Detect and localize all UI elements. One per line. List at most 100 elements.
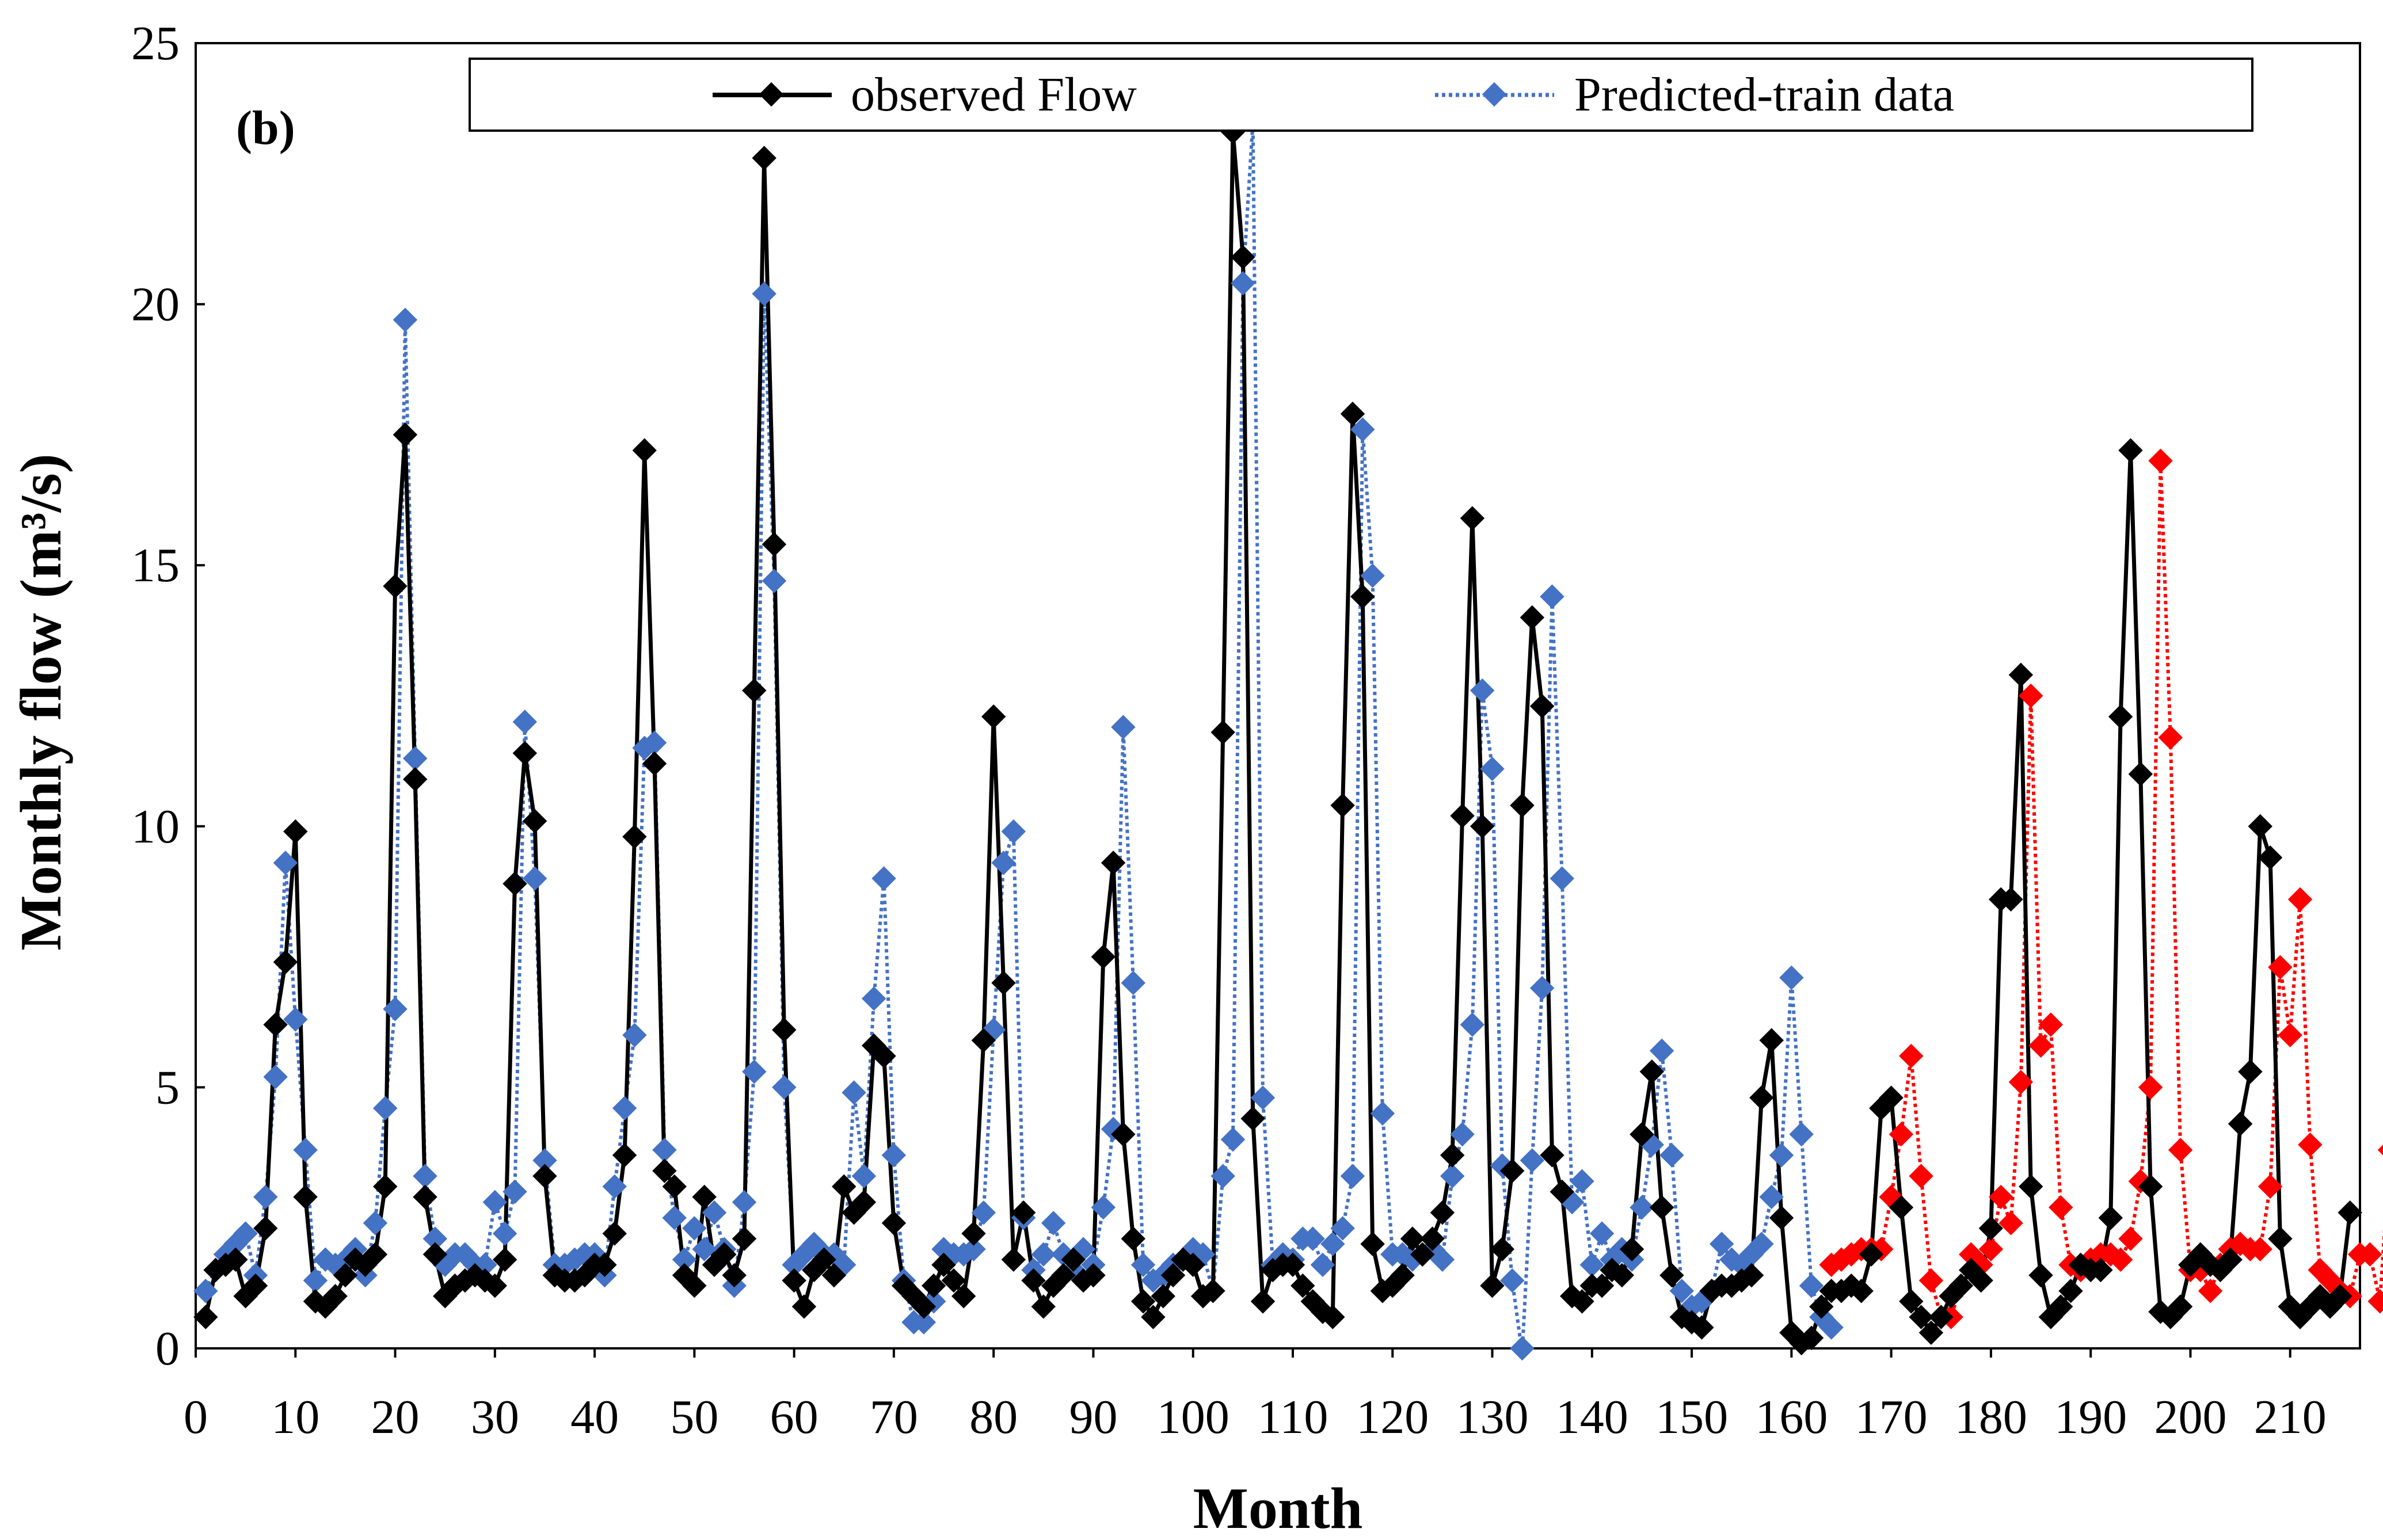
observed-point [1240,1106,1265,1131]
observed-point [1759,1028,1784,1053]
predicted-train-point [1310,1252,1335,1278]
x-tick-label: 200 [2154,1390,2226,1444]
predicted-train-point [991,851,1016,875]
observed-point [1899,1289,1924,1314]
observed-point [991,970,1016,996]
observed-point [1051,1263,1076,1288]
plot-area [195,42,2361,1350]
observed-point [1550,1179,1575,1204]
observed-point [1500,1158,1525,1183]
observed-point [293,1184,318,1210]
observed-point [2138,1174,2163,1199]
observed-point [1420,1226,1445,1251]
observed-point [2088,1257,2113,1283]
legend: observed Flow Predicted-train data [469,58,2253,132]
legend-observed-marker [759,82,784,107]
observed-point [512,741,538,766]
predicted-train-point [1450,1122,1475,1147]
observed-point [1141,1305,1166,1329]
observed-point [2098,1206,2123,1230]
observed-point [1091,944,1116,969]
observed-point [2238,1059,2263,1084]
x-tick-label: 190 [2054,1390,2127,1444]
predicted-train-point [1440,1164,1465,1188]
observed-point [871,1043,896,1069]
observed-point [612,1143,637,1168]
x-tick-label: 130 [1456,1390,1529,1444]
predicted-train-point [871,866,896,891]
x-tick-label: 170 [1855,1390,1928,1444]
legend-observed-label: observed Flow [851,68,1137,121]
y-tick-label: 20 [131,278,180,331]
predicted-train-point [1589,1221,1615,1246]
x-tick-label: 160 [1755,1390,1828,1444]
observed-point [1081,1263,1106,1288]
predicted-train-point [842,1080,866,1105]
observed-point [1101,851,1126,875]
observed-point [941,1268,966,1293]
observed-point [642,751,667,776]
observed-point [2248,814,2272,839]
predicted-train-point [1769,1143,1794,1168]
observed-point [1739,1263,1764,1288]
observed-point [403,767,428,792]
observed-point [1250,1289,1276,1314]
predicted-train-point [1210,1164,1235,1188]
observed-point [1689,1315,1714,1340]
predicted-train-point [1529,975,1555,1001]
predicted-train-point [512,710,538,734]
observed-point [492,1247,517,1272]
predicted-test-point [2108,1247,2133,1272]
observed-point [2048,1294,2073,1319]
observed-point [1001,1247,1026,1272]
observed-point [1111,1122,1136,1147]
x-tick-label: 30 [471,1390,519,1444]
predicted-train-point [702,1200,727,1225]
predicted-train-point [482,1190,508,1215]
observed-point [503,871,527,896]
observed-point [2168,1294,2193,1319]
observed-point [1909,1305,1933,1329]
observed-point [263,1012,288,1037]
predicted-train-point [1579,1252,1604,1278]
predicted-test-point [2138,1075,2163,1100]
predicted-train-point [1779,965,1804,990]
predicted-train-point [1430,1247,1455,1272]
x-tick-label: 180 [1955,1390,2027,1444]
y-tick-label: 10 [131,800,180,853]
predicted-test-point [1899,1043,1924,1069]
observed-point [1799,1325,1824,1351]
observed-point [1859,1242,1884,1267]
observed-point [1918,1320,1944,1345]
x-tick-label: 140 [1556,1390,1628,1444]
observed-point [1330,793,1355,818]
predicted-train-point [1460,1012,1485,1037]
predicted-train-point [1340,1164,1365,1188]
observed-point [931,1252,956,1278]
predicted-train-point [393,307,418,333]
predicted-train-point [373,1096,398,1120]
predicted-test-point [2258,1174,2283,1199]
predicted-train-point [961,1237,986,1261]
observed-point [1619,1237,1645,1261]
x-tick-label: 10 [271,1390,319,1444]
x-tick-label: 120 [1356,1390,1429,1444]
predicted-test-point [1998,1211,2023,1236]
predicted-train-point [1550,866,1575,891]
observed-point [273,950,298,974]
observed-point [1630,1122,1654,1147]
predicted-test-point [2367,1289,2383,1314]
x-tick-label: 150 [1655,1390,1728,1444]
observed-point [1400,1226,1425,1251]
predicted-train-point [413,1164,437,1188]
observed-point [2108,704,2133,729]
predicted-train-point [622,1023,647,1047]
observed-point [961,1221,986,1246]
predicted-test-point [2118,1226,2143,1251]
predicted-test-point [2248,1237,2272,1261]
observed-point [951,1284,976,1309]
predicted-train-point [253,1184,278,1210]
predicted-test-point [2049,1195,2073,1220]
predicted-train-point [1819,1315,1844,1340]
